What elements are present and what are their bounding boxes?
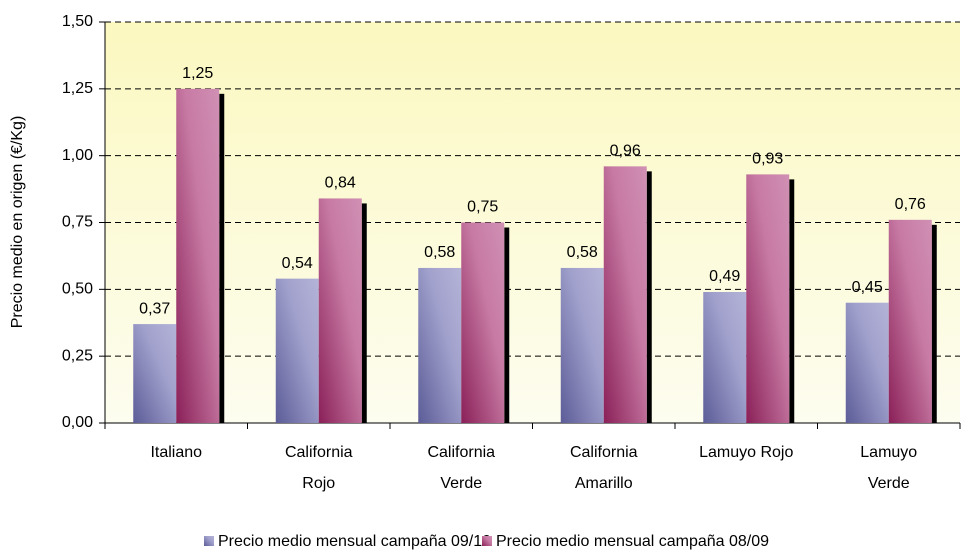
x-tick-label: Lamuyo (860, 444, 917, 461)
bar-shadow (361, 203, 367, 423)
x-tick-label: California (427, 444, 495, 461)
data-label: 0,45 (852, 279, 883, 296)
y-axis-label: Precio medio en origen (€/Kg) (9, 116, 26, 329)
bar-shadow (219, 93, 225, 423)
legend-swatch (482, 536, 492, 546)
bar (418, 267, 462, 423)
x-tick-label: California (285, 444, 353, 461)
y-tick-label: 1,25 (62, 80, 93, 97)
y-tick-label: 0,25 (62, 347, 93, 364)
y-tick-label: 0,00 (62, 414, 93, 431)
bar (845, 302, 889, 423)
y-tick-label: 0,50 (62, 281, 93, 298)
x-tick-label: Italiano (150, 444, 202, 461)
bar-shadow (789, 179, 795, 423)
bar (318, 198, 362, 423)
y-tick-label: 1,00 (62, 147, 93, 164)
bar-shadow (646, 171, 652, 423)
legend-label: Precio medio mensual campaña 09/10 (218, 533, 491, 550)
data-label: 0,75 (467, 199, 498, 216)
bar (603, 166, 647, 424)
bar (133, 324, 177, 423)
legend-label: Precio medio mensual campaña 08/09 (496, 533, 769, 550)
plot-area (105, 22, 960, 423)
x-tick-label: Amarillo (575, 475, 633, 492)
data-label: 0,84 (325, 175, 356, 192)
bar (703, 292, 747, 423)
legend-swatch (204, 536, 214, 546)
data-label: 1,25 (182, 65, 213, 82)
data-label: 0,58 (424, 244, 455, 261)
bar (275, 278, 319, 423)
bar (746, 174, 790, 423)
x-tick-label: Rojo (302, 475, 335, 492)
data-label: 0,58 (567, 244, 598, 261)
bar-shadow (931, 224, 937, 423)
data-label: 0,76 (895, 196, 926, 213)
bar-shadow (504, 227, 510, 423)
x-tick-label: Verde (440, 475, 482, 492)
data-label: 0,37 (139, 300, 170, 317)
data-label: 0,96 (610, 143, 641, 160)
bar (888, 219, 932, 423)
bar (560, 267, 604, 423)
bar (461, 222, 505, 423)
data-label: 0,49 (709, 268, 740, 285)
x-tick-label: Verde (868, 475, 910, 492)
y-tick-label: 1,50 (62, 13, 93, 30)
y-tick-label: 0,75 (62, 214, 93, 231)
x-tick-label: California (570, 444, 638, 461)
data-label: 0,93 (752, 151, 783, 168)
bar (176, 88, 220, 423)
data-label: 0,54 (282, 255, 313, 272)
x-tick-label: Lamuyo Rojo (699, 444, 793, 461)
